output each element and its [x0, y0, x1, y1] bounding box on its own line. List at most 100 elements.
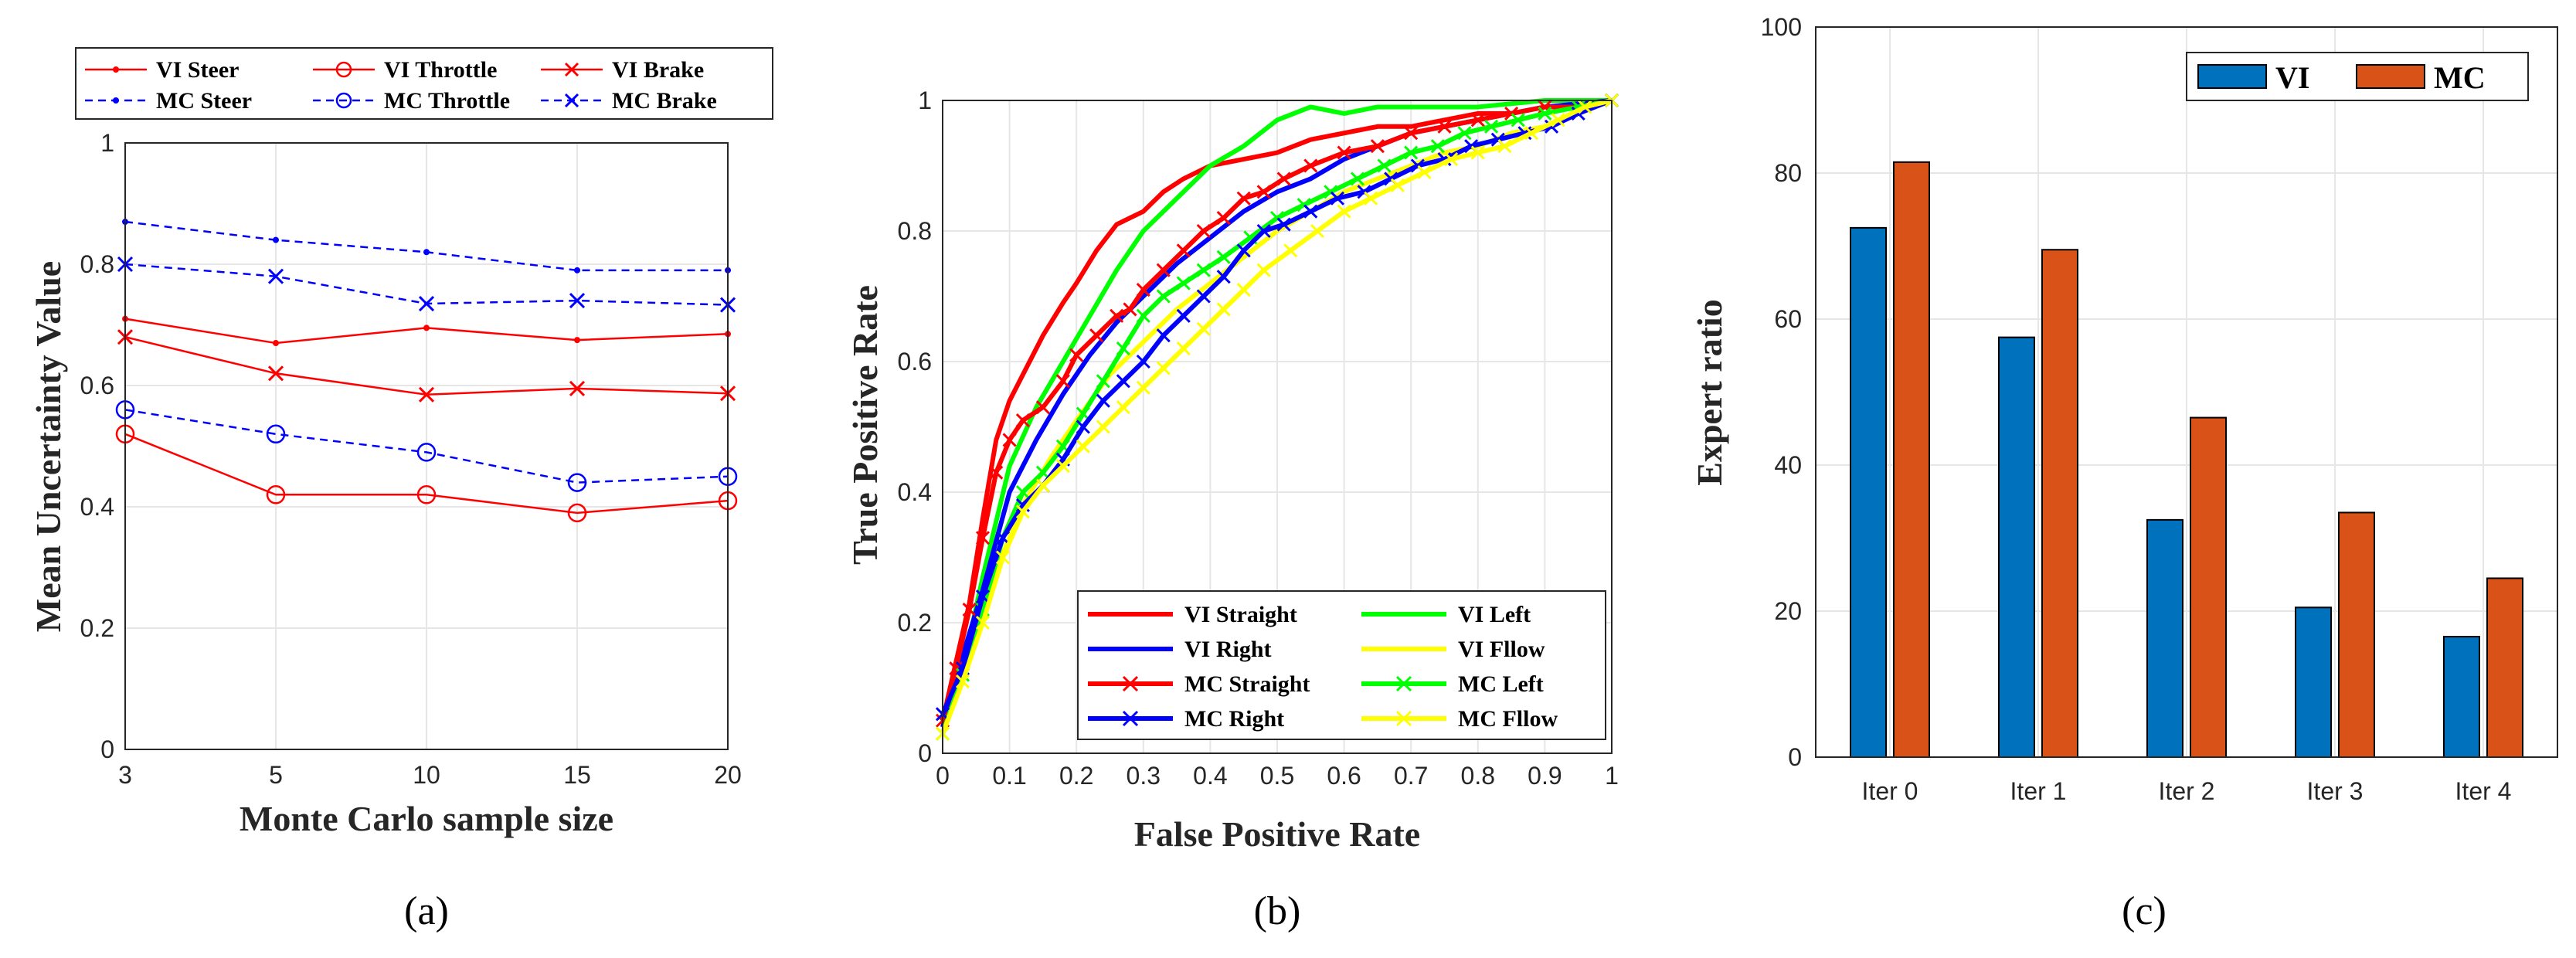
b-point-mc-right — [1276, 217, 1291, 232]
b-point-mc-fllow — [1390, 178, 1405, 192]
c-x-tick-label: Iter 2 — [2159, 777, 2215, 805]
b-point-mc-right — [995, 531, 1011, 545]
b-point-mc-fllow — [1337, 204, 1351, 219]
c-x-tick-labels: Iter 0 Iter 1 Iter 2 Iter 3 Iter 4 — [1862, 777, 2512, 805]
b-point-mc-fllow — [1096, 420, 1110, 434]
b-point-mc-right — [1176, 308, 1191, 323]
a-y-tick-label: 1 — [100, 129, 114, 157]
b-y-tick-label: 0.2 — [898, 609, 932, 637]
b-line-vi-straight — [940, 98, 1613, 722]
b-x-tick-label: 0.7 — [1394, 762, 1428, 790]
a-point-vi-throttle — [266, 485, 286, 504]
c-legend-items: VI MC — [2197, 60, 2486, 95]
b-point-mc-straight — [1404, 126, 1419, 141]
b-point-mc-right — [1303, 204, 1318, 219]
a-legend-label-mc-brake: MC Brake — [612, 88, 717, 114]
b-point-mc-right — [975, 589, 991, 604]
b-point-mc-left — [1015, 484, 1030, 500]
a-legend-label-mc-steer: MC Steer — [156, 88, 252, 114]
a-x-tick-label: 20 — [714, 761, 742, 789]
a-line-vi-throttle — [124, 433, 729, 515]
c-y-tick-label: 100 — [1761, 13, 1802, 41]
b-point-mc-right — [1196, 289, 1211, 304]
a-series-group — [115, 219, 738, 523]
b-point-mc-left — [1484, 119, 1499, 134]
a-legend-label-vi-throttle: VI Throttle — [384, 57, 497, 83]
c-caption: (c) — [2122, 889, 2166, 933]
b-point-mc-fllow — [995, 550, 1011, 565]
b-point-mc-left — [1116, 341, 1130, 356]
c-bar-mc — [2338, 511, 2375, 758]
a-legend-marker-vi-steer — [113, 66, 119, 73]
b-point-mc-straight — [1123, 302, 1137, 317]
b-point-mc-straight — [1437, 119, 1452, 134]
b-point-mc-right — [1236, 243, 1251, 258]
b-point-mc-fllow — [1116, 400, 1130, 415]
c-x-tick-label: Iter 3 — [2307, 777, 2364, 805]
b-point-mc-fllow — [1196, 321, 1211, 336]
b-point-mc-fllow — [1236, 282, 1251, 297]
b-legend-label-vi-right: VI Right — [1184, 637, 1272, 662]
b-legend-label-mc-left: MC Left — [1458, 671, 1544, 697]
b-point-mc-fllow — [1578, 100, 1592, 114]
b-point-mc-fllow — [1364, 191, 1378, 206]
c-x-tick-label: Iter 1 — [2010, 777, 2067, 805]
b-point-mc-straight — [1015, 413, 1030, 428]
c-y-tick-labels: 0 20 40 60 80 100 — [1761, 13, 1802, 771]
b-point-mc-fllow — [975, 615, 991, 630]
a-x-axis-label: Monte Carlo sample size — [240, 799, 613, 838]
b-caption: (b) — [1254, 889, 1301, 933]
b-x-tick-label: 0.6 — [1327, 762, 1361, 790]
b-point-mc-fllow — [1176, 341, 1191, 356]
b-point-mc-fllow — [1444, 151, 1459, 167]
b-point-mc-straight — [1276, 172, 1291, 186]
b-x-tick-label: 0.2 — [1059, 762, 1093, 790]
b-y-tick-label: 1 — [918, 87, 932, 114]
c-bar-mc — [2190, 416, 2227, 758]
b-point-mc-straight — [1002, 433, 1017, 447]
b-point-mc-left — [1216, 250, 1231, 264]
b-point-mc-right — [1116, 374, 1130, 389]
b-point-mc-straight — [1156, 263, 1171, 277]
b-y-tick-label: 0 — [918, 739, 932, 767]
b-legend-label-mc-right: MC Right — [1184, 706, 1284, 732]
a-point-mc-steer — [273, 236, 279, 243]
a-legend-marker-mc-steer — [113, 97, 119, 104]
c-y-tick-label: 60 — [1774, 305, 1802, 333]
b-line-vi-left — [940, 98, 1612, 735]
c-bar-mc — [2486, 577, 2523, 758]
a-legend-label-vi-steer: VI Steer — [156, 57, 239, 83]
c-y-tick-label: 40 — [1774, 451, 1802, 479]
a-y-tick-labels: 0 0.2 0.4 0.6 0.8 1 — [80, 129, 114, 763]
b-point-mc-straight — [975, 531, 991, 545]
b-point-mc-straight — [1236, 191, 1251, 206]
a-y-tick-label: 0 — [100, 735, 114, 763]
b-point-mc-straight — [1337, 145, 1351, 160]
b-x-tick-label: 0.3 — [1127, 762, 1161, 790]
b-point-mc-fllow — [1283, 243, 1298, 258]
c-bars-group — [1850, 161, 2523, 759]
c-legend-label-vi: VI — [2275, 60, 2309, 95]
b-point-mc-left — [1511, 113, 1525, 127]
c-y-axis-label: Expert ratio — [1690, 299, 1729, 485]
b-y-tick-label: 0.4 — [898, 478, 932, 506]
b-point-mc-fllow — [1524, 126, 1539, 141]
b-point-mc-fllow — [1156, 361, 1171, 375]
a-point-vi-throttle — [416, 485, 437, 504]
a-legend-marker-vi-brake — [564, 62, 579, 77]
b-point-mc-left — [1350, 172, 1364, 186]
a-x-tick-labels: 3 5 10 15 20 — [118, 761, 742, 789]
b-point-mc-right — [1256, 223, 1271, 239]
b-point-mc-fllow — [1076, 439, 1090, 454]
b-point-mc-fllow — [1015, 504, 1030, 519]
a-y-tick-label: 0.4 — [80, 493, 114, 521]
a-x-tick-label: 5 — [269, 761, 283, 789]
b-point-mc-fllow — [1035, 478, 1050, 493]
b-point-mc-fllow — [955, 674, 970, 689]
c-axes-box — [1815, 26, 2558, 758]
b-y-axis-label: True Positive Rate — [845, 285, 885, 565]
a-legend-label-mc-throttle: MC Throttle — [384, 88, 510, 114]
a-point-vi-throttle — [567, 503, 587, 523]
b-point-mc-straight — [1370, 139, 1385, 154]
